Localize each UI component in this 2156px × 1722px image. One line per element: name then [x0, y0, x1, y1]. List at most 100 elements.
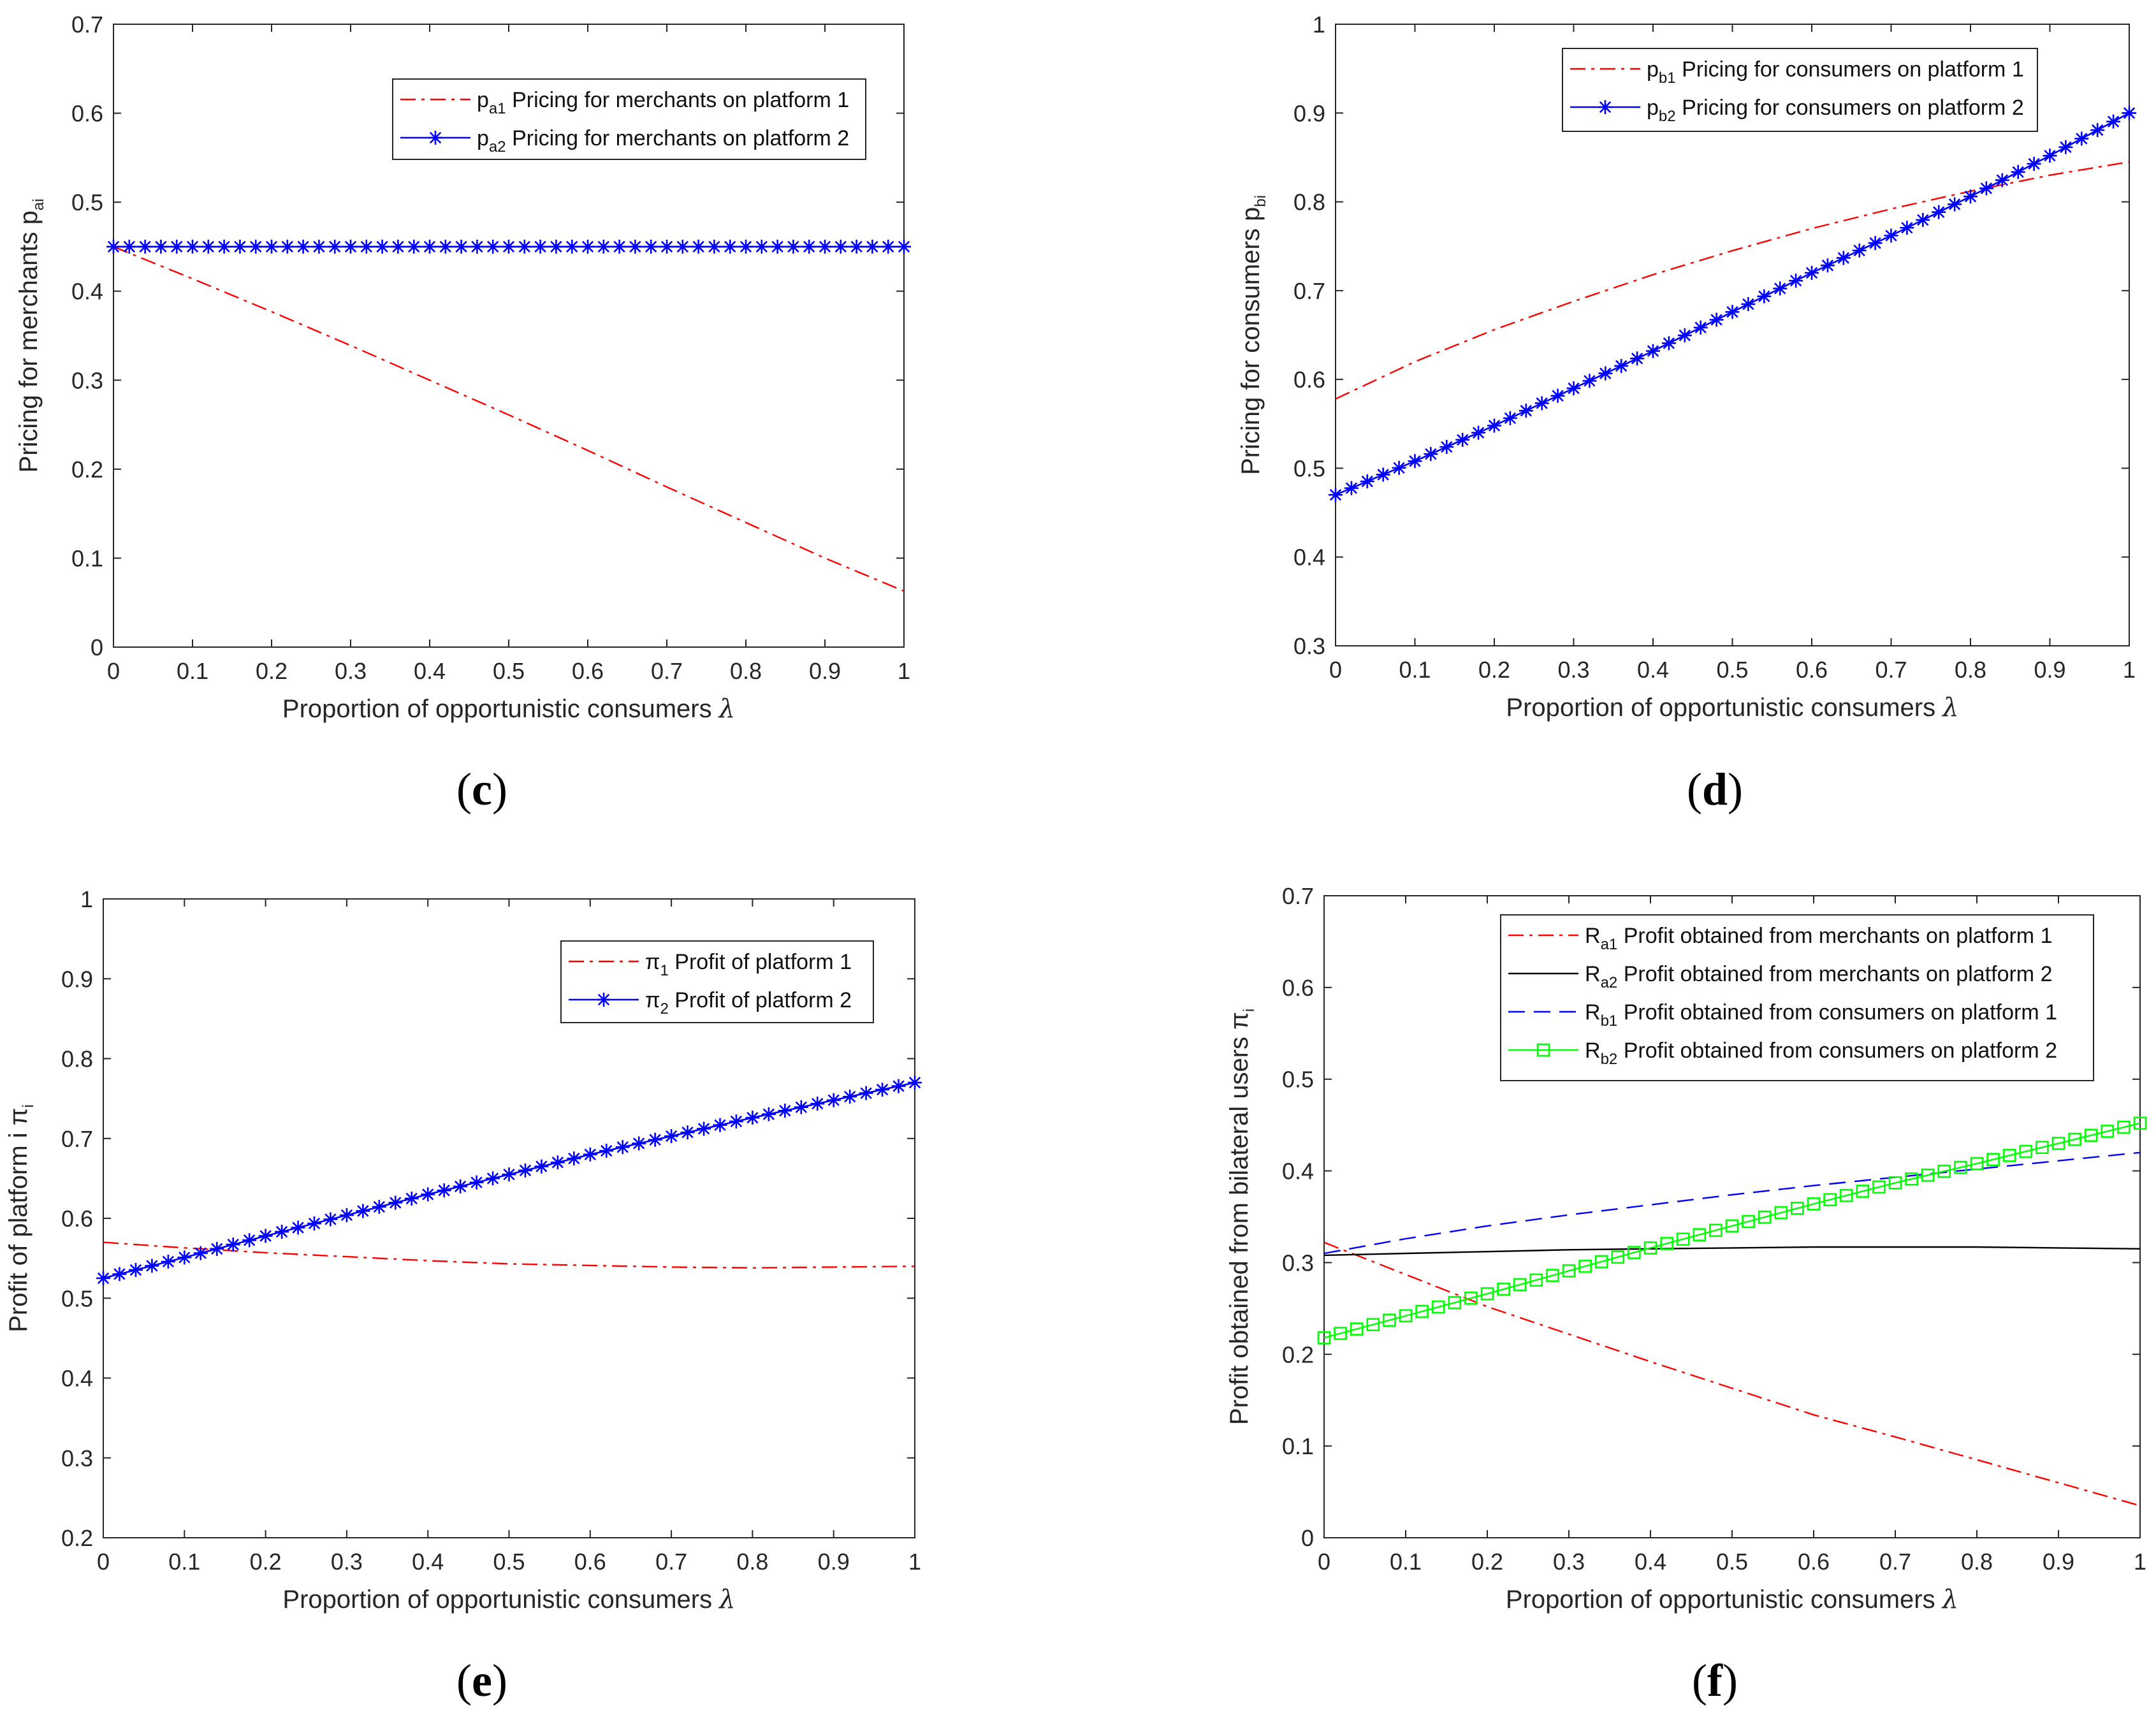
series-marker-a2 [470, 239, 484, 254]
series-marker-a2 [154, 239, 168, 254]
y-tick-label: 0.1 [1282, 1433, 1314, 1459]
legend-label-a1-symbol: R [1585, 924, 1601, 948]
y-tick-label: 0.5 [61, 1285, 93, 1311]
legend-label-1: π1 Profit of platform 1 [645, 950, 852, 979]
series-marker-2 [193, 1246, 208, 1260]
panel-caption: (c) [456, 764, 507, 815]
series-marker-2 [583, 1147, 597, 1162]
legend-label-2-text: Profit of platform 2 [669, 988, 852, 1012]
series-marker-b2 [1986, 1153, 2000, 1167]
x-tick-label: 0.8 [1955, 657, 1986, 683]
x-tick-label: 0.7 [1879, 1549, 1911, 1575]
series-b2 [1329, 106, 2136, 502]
legend-label-b1: pb1 Pricing for consumers on platform 1 [1647, 57, 2024, 87]
x-axis-label-text: Proportion of opportunistic consumers [1506, 1586, 1942, 1614]
series-marker-b2 [1344, 481, 1358, 495]
series-marker-a2 [265, 239, 279, 254]
y-axis-label-subscript: i [1241, 1009, 1258, 1012]
x-tick-label: 0 [107, 658, 120, 684]
legend-label-a2-symbol: p [477, 126, 489, 150]
legend-box [560, 940, 874, 1023]
x-tick-label: 0.6 [574, 1549, 606, 1575]
legend: pa1 Pricing for merchants on platform 1 p… [392, 78, 866, 160]
series-line-b1 [1335, 161, 2130, 400]
series-marker-b2 [1392, 460, 1406, 475]
series-marker-b2 [2027, 156, 2041, 171]
legend-label-a1: pa1 Pricing for merchants on platform 1 [477, 88, 849, 117]
series-marker-b2 [1455, 432, 1470, 447]
series-marker-a2 [707, 239, 722, 254]
series-2 [96, 1076, 922, 1285]
series-marker-b2 [1774, 1206, 1788, 1220]
series-marker-a2 [596, 239, 611, 254]
x-axis-label-symbol: λ [1941, 1585, 1958, 1614]
series-marker-b2 [1900, 221, 1914, 235]
x-tick-label: 0 [1318, 1549, 1330, 1575]
legend-box [392, 78, 866, 160]
series-marker-b2 [1805, 266, 1819, 280]
x-tick-label: 0.8 [1961, 1549, 1993, 1575]
legend-label-b1-symbol: p [1647, 57, 1659, 82]
series-marker-b2 [1534, 396, 1549, 411]
series-marker-b2 [1424, 447, 1438, 462]
legend-label-a1-text: Pricing for merchants on platform 1 [506, 88, 850, 112]
y-tick-label: 0.8 [61, 1046, 93, 1072]
series-marker-2 [177, 1250, 192, 1265]
series-marker-2 [745, 1111, 760, 1125]
series-marker-a2 [296, 239, 310, 254]
y-axis-label-symbol: π [4, 1108, 33, 1126]
series-marker-2 [794, 1100, 808, 1114]
series-marker-2 [242, 1233, 257, 1248]
legend-label-b2-symbol: R [1585, 1039, 1601, 1063]
series-marker-b2 [1995, 173, 2009, 187]
series-a2 [1323, 1246, 2141, 1257]
legend-label-b2-text: Pricing for consumers on platform 2 [1676, 96, 2024, 120]
series-marker-a2 [612, 239, 627, 254]
series-marker-b2 [1448, 1295, 1462, 1310]
chart-panel-e: 0 0.1 0.2 0.3 0.4 0.5 0.6 0.7 0.8 0.9 1 0.2 0.3 0.4 0.… [4, 886, 922, 1706]
series-marker-2 [875, 1083, 890, 1097]
series-marker-b2 [2084, 1128, 2098, 1142]
x-tick-label: 0.4 [1637, 657, 1669, 683]
series-marker-b2 [1791, 1201, 1804, 1215]
legend-label-b1-subscript: b1 [1601, 1012, 1618, 1030]
series-marker-a2 [454, 239, 469, 254]
series-marker-a2 [833, 239, 848, 254]
x-tick-label: 0.6 [1798, 1549, 1830, 1575]
series-marker-2 [210, 1241, 224, 1256]
y-tick-label: 0.7 [61, 1126, 93, 1152]
legend: pb1 Pricing for consumers on platform 1p… [1562, 48, 2038, 132]
series-marker-b2 [1646, 344, 1660, 358]
series-marker-a2 [233, 239, 247, 254]
series-marker-2 [128, 1262, 143, 1277]
series-marker-a2 [581, 239, 595, 254]
series-marker-a2 [549, 239, 564, 254]
series-marker-2 [778, 1104, 792, 1118]
series-marker-b2 [1660, 1237, 1673, 1250]
series-marker-2 [356, 1204, 370, 1218]
x-axis-label-text: Proportion of opportunistic consumers [282, 1586, 719, 1614]
series-marker-a2 [391, 239, 405, 254]
legend-marker-2 [597, 993, 611, 1007]
series-marker-2 [550, 1155, 565, 1170]
legend-label-a2-text: Pricing for merchants on platform 2 [506, 126, 850, 150]
series-marker-b2 [1948, 197, 1962, 212]
series-marker-b2 [1497, 1282, 1510, 1296]
y-tick-label: 0.6 [1293, 367, 1325, 393]
series-marker-b2 [1916, 212, 1930, 227]
legend: π1 Profit of platform 1 π2 Profit of plat… [560, 940, 874, 1023]
series-marker-a2 [897, 239, 911, 254]
x-tick-label: 0.2 [250, 1549, 282, 1575]
series-marker-b2 [1643, 1241, 1657, 1255]
series-b2 [1317, 1116, 2147, 1345]
series-marker-b2 [1979, 181, 1993, 196]
legend-label-2: π2 Profit of platform 2 [645, 988, 852, 1018]
series-marker-b2 [1709, 312, 1724, 327]
series-marker-2 [567, 1151, 581, 1166]
legend-marker-b2 [1598, 100, 1612, 114]
series-marker-b2 [1529, 1273, 1543, 1287]
series-marker-b2 [1614, 358, 1629, 373]
y-axis-label: Profit obtained from bilateral users πi [1225, 1009, 1258, 1425]
series-marker-b2 [1550, 388, 1565, 403]
legend-label-b1-text: Profit obtained from consumers on platfo… [1617, 1000, 2057, 1025]
